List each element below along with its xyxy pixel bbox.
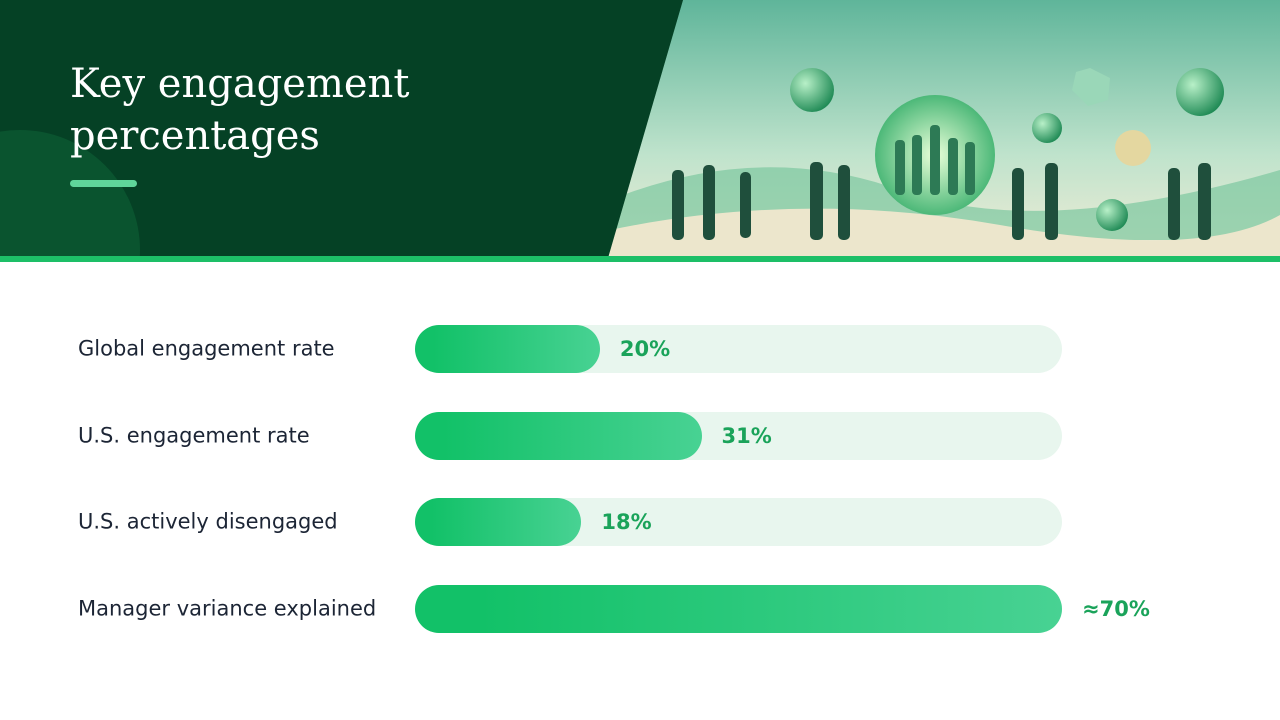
orb [790, 68, 834, 112]
header [0, 0, 1280, 262]
category-label: U.S. actively disengaged [78, 509, 338, 534]
orb [1032, 113, 1062, 143]
value-label: 31% [721, 423, 772, 448]
panel-shade [0, 0, 683, 258]
orb [1096, 199, 1128, 231]
orb [1176, 68, 1224, 116]
category-label: Manager variance explained [78, 596, 377, 621]
panel-circle [0, 130, 140, 262]
bar [415, 498, 582, 547]
category-label: Global engagement rate [78, 336, 335, 361]
group-figures [895, 125, 975, 195]
orb [1115, 130, 1151, 166]
value-label: ≈70% [1082, 596, 1150, 621]
bar [415, 411, 702, 460]
people [672, 162, 1211, 240]
value-label: 18% [601, 510, 652, 535]
gem [1072, 68, 1110, 106]
value-label: 20% [619, 337, 671, 361]
bar [415, 325, 600, 373]
title-underline [70, 180, 137, 187]
ground [610, 208, 1280, 258]
header-rule [0, 256, 1280, 262]
bar [415, 584, 1062, 633]
category-label: U.S. engagement rate [78, 423, 310, 448]
chart-title: Key engagement percentages [70, 61, 410, 159]
title-panel [0, 0, 683, 258]
